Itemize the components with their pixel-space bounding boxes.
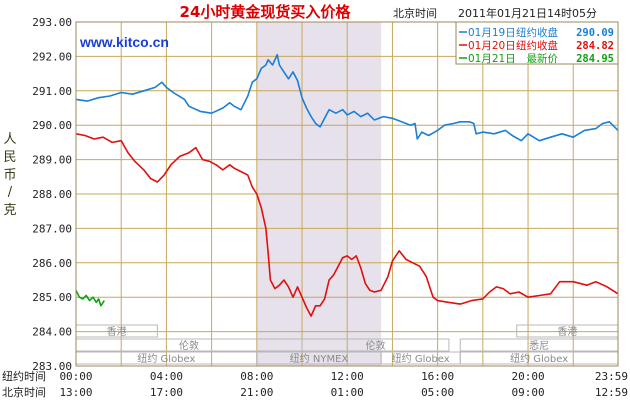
price-series <box>75 53 619 317</box>
y-tick-label: 291.00 <box>32 85 72 98</box>
session-label: 悉尼 <box>529 340 549 352</box>
plot-frame <box>75 21 619 367</box>
y-tick-label: 284.00 <box>32 326 72 339</box>
y-axis-label: 人 民 币 / 克 <box>3 132 16 218</box>
legend-series-value: 290.09 <box>576 27 614 39</box>
y-tick-label: 288.00 <box>32 188 72 201</box>
x-tick-label-ny: 23:59 <box>595 370 628 383</box>
x-tick-label-ny: 16:00 <box>421 370 454 383</box>
y-axis-ticks: 283.00 284.00 285.00 286.00 287.00 288.00 289.… <box>32 16 72 373</box>
chart-title: 24小时黄金现货买入价格 <box>180 3 352 21</box>
y-tick-label: 283.00 <box>32 360 72 373</box>
x-tick-label-bj: 09:00 <box>511 386 544 399</box>
y-tick-label: 292.00 <box>32 50 72 63</box>
session-label: 伦敦 <box>365 339 385 352</box>
ylabel-char-3: 币 <box>3 168 16 183</box>
x-tick-label-ny: 12:00 <box>331 370 364 383</box>
legend-series-label: 最新价 <box>527 52 559 65</box>
timezone-label: 北京时间 <box>393 6 437 20</box>
x-axis-ticks: 00:00 13:00 04:00 17:00 08:00 21:00 12:00 01:00… <box>59 370 628 399</box>
legend-series-name: 01月20日 <box>468 40 516 52</box>
legend-item: 01月19日 纽约收盘 290.09 <box>459 26 614 39</box>
session-label: 纽约 Globex <box>137 352 195 365</box>
y-tick-label: 285.00 <box>32 291 72 304</box>
legend-box <box>455 21 619 65</box>
y-tick-label: 293.00 <box>32 16 72 29</box>
session-label: 香港 <box>557 326 577 338</box>
site-watermark: www.kitco.cn <box>79 34 169 50</box>
ylabel-char-5: 克 <box>3 203 16 218</box>
ylabel-char-4: / <box>8 185 13 200</box>
x-tick-label-ny: 08:00 <box>240 370 273 383</box>
x-tick-label-bj: 17:00 <box>150 386 183 399</box>
session-label: 纽约 Globex <box>392 352 450 365</box>
session-box: 悉尼 <box>459 338 619 352</box>
x-tick-label-bj: 21:00 <box>240 386 273 399</box>
x-tick-label-bj: 12:59 <box>595 386 628 399</box>
bj-time-row-label: 北京时间 <box>2 385 46 399</box>
y-tick-label: 290.00 <box>32 119 72 132</box>
grid-lines <box>75 21 619 367</box>
session-box: 纽约 Globex <box>459 351 619 365</box>
legend-series-name: 01月21日 <box>468 53 516 65</box>
session-label: 纽约 Globex <box>510 352 568 365</box>
ylabel-char-1: 人 <box>3 132 16 147</box>
ny-time-row-label: 纽约时间 <box>2 369 46 383</box>
x-tick-label-ny: 00:00 <box>59 370 92 383</box>
session-box: 纽约 Globex <box>380 351 461 365</box>
y-tick-label: 286.00 <box>32 257 72 270</box>
session-box: 伦敦 <box>301 338 450 352</box>
x-tick-label-bj: 05:00 <box>421 386 454 399</box>
legend-series-value: 284.95 <box>576 53 614 65</box>
session-box: 纽约 Globex <box>75 351 258 365</box>
session-box-outline <box>301 338 450 352</box>
x-tick-label-bj: 01:00 <box>331 386 364 399</box>
legend-series-name: 01月19日 <box>468 27 516 39</box>
legend-series-label: 纽约收盘 <box>516 26 558 39</box>
legend-item: 01月21日 最新价 284.95 <box>459 52 614 65</box>
session-label: 香港 <box>107 326 127 338</box>
x-tick-label-bj: 13:00 <box>59 386 92 399</box>
session-label: 纽约 NYMEX <box>290 352 349 365</box>
x-tick-label-ny: 20:00 <box>511 370 544 383</box>
series-line-1 <box>75 53 619 142</box>
legend-series-value: 284.82 <box>576 40 614 52</box>
ylabel-char-2: 民 <box>3 150 16 165</box>
legend-series-label: 纽约收盘 <box>516 39 558 52</box>
series-line-2 <box>75 133 619 317</box>
timestamp-label: 2011年01月21日14时05分 <box>458 6 597 20</box>
session-label: 伦敦 <box>179 339 199 352</box>
series-line-3 <box>75 289 105 307</box>
x-tick-label-ny: 04:00 <box>150 370 183 383</box>
legend-item: 01月20日 纽约收盘 284.82 <box>459 39 614 52</box>
y-tick-label: 287.00 <box>32 222 72 235</box>
y-tick-label: 289.00 <box>32 154 72 167</box>
